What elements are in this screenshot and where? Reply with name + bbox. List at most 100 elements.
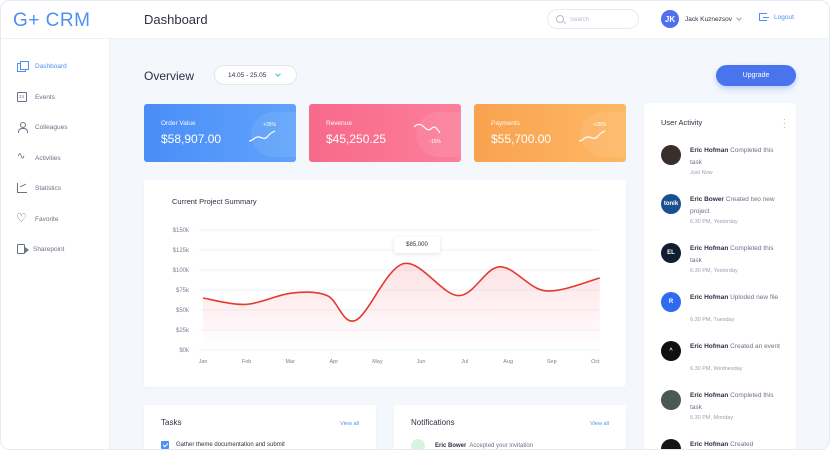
avatar: R — [661, 292, 681, 312]
card-label: Payments — [491, 120, 520, 127]
activity-text: Eric Hofman Created — [690, 441, 754, 448]
x-tick-label: Jul — [461, 359, 468, 365]
notifications-title: Notifications — [411, 418, 455, 427]
tasks-view-all-link[interactable]: View all — [340, 421, 359, 427]
activity-text: Eric Hofman Uploded new file — [690, 294, 779, 301]
x-tick-label: Jun — [417, 359, 426, 365]
sidebar-item-favorite[interactable]: Favorite — [16, 211, 59, 226]
heart-icon — [16, 211, 27, 225]
overview-title: Overview — [144, 69, 195, 83]
avatar: tonik — [661, 194, 681, 214]
revenue-card[interactable]: Revenue $45,250.25 -15% — [309, 104, 461, 162]
card-value: $55,700.00 — [491, 132, 552, 146]
task-label: Gather theme documentation and submit — [176, 442, 285, 448]
x-tick-label: Aug — [503, 359, 513, 365]
sidebar-item-sharepoint[interactable]: Sharepoint — [17, 242, 64, 256]
avatar: ^ — [661, 341, 681, 361]
sidebar-item-label: Dashboard — [35, 62, 67, 70]
y-tick-label: $50k — [176, 308, 190, 314]
search-input[interactable] — [570, 13, 634, 26]
activity-user-name: Eric Hofman — [690, 245, 729, 252]
sparkline-icon — [578, 130, 606, 142]
activity-time: 6.30 PM, Monday — [690, 415, 734, 421]
sidebar-item-label: Events — [35, 93, 55, 101]
order-value-card[interactable]: Order Value $58,907.00 +35% — [144, 104, 296, 162]
upgrade-button[interactable]: Upgrade — [716, 65, 796, 86]
logout-button[interactable]: Logout — [759, 13, 794, 21]
tasks-title: Tasks — [161, 418, 182, 427]
activity-text: Eric Hofman Created an event — [690, 343, 780, 350]
chart-tooltip: $85,000 — [394, 237, 440, 253]
activity-text: Eric Hofman Completed this task — [690, 147, 774, 166]
sidebar-item-label: Favorite — [35, 215, 59, 223]
activity-user-name: Eric Hofman — [690, 392, 729, 399]
top-header: G+ CRM Dashboard JK Jack Kuznezsov Logou… — [1, 1, 829, 39]
sidebar: Dashboard Events Colleagues Activities S… — [1, 39, 110, 449]
sidebar-item-colleagues[interactable]: Colleagues — [17, 120, 68, 134]
sparkline-icon — [413, 123, 441, 134]
payments-card[interactable]: Payments $55,700.00 +35% — [474, 104, 626, 162]
sidebar-item-events[interactable]: Events — [17, 90, 55, 104]
activity-user-name: Eric Hofman — [690, 343, 729, 350]
user-name[interactable]: Jack Kuznezsov — [685, 15, 732, 23]
notification-name: Eric Bower — [435, 443, 467, 449]
x-tick-label: Feb — [242, 359, 251, 365]
x-tick-label: Jan — [199, 359, 208, 365]
chevron-down-icon[interactable] — [736, 15, 742, 21]
sidebar-item-activities[interactable]: Activities — [17, 151, 61, 165]
card-value: $45,250.25 — [326, 132, 387, 146]
notification-text: Accepted your invitation — [469, 443, 534, 449]
activity-time: 6.30 PM, Yesterday — [690, 268, 738, 274]
card-change: +35% — [593, 122, 606, 128]
x-tick-label: Mar — [285, 359, 295, 365]
activity-time: 6.30 PM, Tuesday — [690, 317, 735, 323]
card-value: $58,907.00 — [161, 132, 222, 146]
series-line — [202, 262, 600, 322]
task-item[interactable]: Gather theme documentation and submit — [161, 441, 285, 449]
share-icon — [17, 244, 29, 254]
sidebar-item-dashboard[interactable]: Dashboard — [17, 59, 67, 73]
series-area — [203, 263, 600, 350]
pulse-icon — [17, 151, 27, 163]
tasks-panel: Tasks View all Gather theme documentatio… — [144, 405, 376, 449]
x-tick-label: Apr — [330, 359, 339, 365]
logout-label[interactable]: Logout — [774, 13, 794, 21]
user-activity-panel: User Activity · · · Eric Hofman Completed … — [644, 103, 796, 449]
project-summary-chart[interactable]: $0k $25k $50k $75k $100k $125k $150k Jan Feb Mar A… — [144, 180, 626, 387]
date-range-select[interactable]: 14.05 - 25.05 — [214, 65, 297, 85]
activity-time: 6.30 PM, Wednesday — [690, 366, 743, 372]
user-avatar[interactable]: JK — [661, 10, 679, 28]
sidebar-item-label: Colleagues — [35, 123, 68, 131]
avatar — [661, 390, 681, 410]
dashboard-icon — [17, 61, 29, 72]
search-box[interactable] — [547, 9, 639, 29]
chevron-down-icon[interactable] — [275, 71, 282, 77]
y-tick-label: $100k — [173, 268, 190, 274]
y-tick-label: $0k — [179, 348, 190, 354]
user-menu[interactable]: JK Jack Kuznezsov — [661, 9, 742, 29]
logout-icon — [759, 13, 769, 21]
activity-user-name: Eric Hofman — [690, 441, 729, 448]
x-tick-label: May — [372, 359, 383, 365]
y-tick-label: $125k — [173, 248, 190, 254]
card-decoration — [251, 112, 296, 157]
x-tick-label: Oct — [591, 359, 600, 365]
sidebar-item-label: Statistics — [35, 184, 62, 192]
card-change: +35% — [263, 122, 276, 128]
task-checkbox[interactable] — [161, 441, 169, 449]
date-range-value[interactable]: 14.05 - 25.05 — [228, 71, 267, 79]
avatar — [661, 145, 681, 165]
card-label: Order Value — [161, 120, 196, 127]
activity-text: Eric Bower Created two new project — [690, 196, 775, 215]
activity-user-name: Eric Hofman — [690, 147, 729, 154]
more-options-icon[interactable]: · · · — [783, 115, 786, 132]
app-logo[interactable]: G+ CRM — [13, 10, 91, 31]
notification-item[interactable]: Eric Bower Accepted your invitation — [411, 439, 534, 449]
avatar — [661, 439, 681, 449]
activity-title: User Activity — [661, 118, 703, 127]
sidebar-item-label: Activities — [35, 154, 61, 162]
activity-user-name: Eric Hofman — [690, 294, 729, 301]
notifications-view-all-link[interactable]: View all — [590, 421, 609, 427]
sidebar-item-statistics[interactable]: Statistics — [17, 181, 61, 195]
